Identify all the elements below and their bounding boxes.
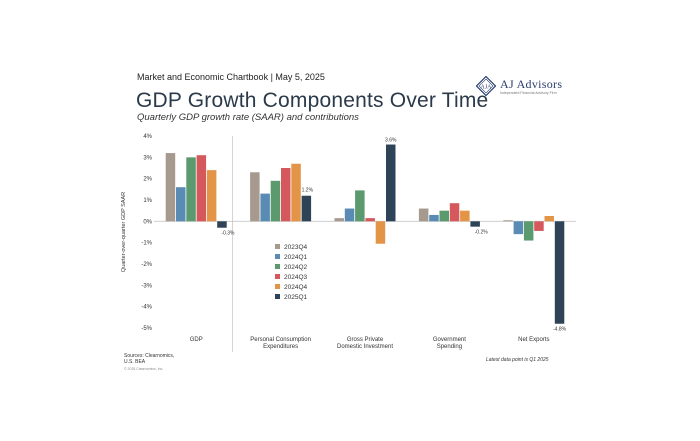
category-label: GDP (190, 337, 203, 343)
legend-label: 2024Q4 (284, 284, 308, 291)
y-tick-label: 3% (143, 155, 152, 161)
legend-swatch-2023q4 (275, 244, 280, 249)
bar-2024q2 (355, 190, 365, 222)
bar-2024q1 (513, 221, 524, 235)
bar-2023q4 (418, 208, 429, 222)
y-tick-label: 0% (143, 219, 152, 225)
y-tick-label: -3% (141, 283, 152, 289)
bar-2023q4 (250, 172, 260, 222)
bar-2024q4 (206, 170, 217, 222)
bar-2024q3 (281, 168, 291, 222)
bar-2024q3 (534, 221, 544, 231)
chartbook-subheader: Market and Economic Chartbook | May 5, 2… (137, 72, 325, 82)
legend-label: 2024Q3 (284, 274, 308, 281)
y-tick-label: 1% (143, 198, 152, 204)
bar-2024q2 (186, 157, 196, 222)
y-axis-label: Quarter-over-quarter GDP SAAR (121, 192, 127, 272)
legend-swatch-2024q1 (275, 254, 280, 259)
category-label: Gross Private Domestic Investment (337, 337, 393, 350)
bar-2024q2 (270, 180, 281, 222)
bar-2024q3 (449, 203, 460, 222)
diamond-monogram-icon: AJA (476, 76, 496, 96)
legend-label: 2024Q2 (284, 264, 308, 271)
bar-2024q1 (176, 187, 186, 222)
aj-advisors-logo: AJA AJ Advisors Independent Financial Ad… (476, 76, 576, 98)
y-tick-label: 2% (143, 177, 152, 183)
bar-2025q1 (554, 221, 565, 324)
category-label: Government Spending (433, 337, 466, 350)
legend-swatch-2024q4 (275, 284, 280, 289)
bar-2024q4 (460, 210, 470, 222)
y-tick-label: -4% (141, 305, 152, 311)
y-tick-label: -1% (141, 241, 152, 247)
bar-2025q1 (301, 195, 312, 222)
y-tick-label: 4% (143, 134, 152, 140)
data-label: -0.3% (221, 231, 235, 237)
bar-2024q2 (439, 210, 449, 222)
y-tick-label: -2% (141, 262, 152, 268)
legend-swatch-2025q1 (275, 294, 280, 299)
bar-2023q4 (165, 153, 176, 222)
legend-swatch-2024q2 (275, 264, 280, 269)
svg-text:AJA: AJA (480, 84, 492, 90)
bar-2024q1 (429, 214, 439, 222)
data-label: 3.6% (385, 138, 397, 144)
category-label: Personal Consumption Expenditures (250, 337, 311, 350)
copyright-note: © 2025 Clearnomics, Inc. (124, 367, 164, 371)
legend-swatch-2024q3 (275, 274, 280, 279)
bar-2023q4 (503, 220, 513, 222)
bar-2025q1 (386, 144, 396, 222)
legend-label: 2024Q1 (284, 254, 308, 261)
y-tick-label: -5% (141, 326, 152, 332)
latest-data-note: Latest data point is Q1 2025 (486, 357, 549, 363)
bar-2024q4 (375, 221, 386, 244)
bar-2024q1 (260, 193, 270, 222)
page-title: GDP Growth Components Over Time (136, 89, 489, 112)
bar-2024q1 (344, 208, 355, 222)
bar-2024q4 (291, 163, 301, 222)
source-note: Sources: Clearnomics, U.S. BEA (124, 353, 175, 365)
bar-2024q4 (544, 216, 554, 222)
bar-2023q4 (334, 218, 344, 222)
bar-2024q3 (365, 218, 375, 222)
bar-2024q2 (523, 221, 534, 241)
chart-subtitle: Quarterly GDP growth rate (SAAR) and con… (137, 112, 359, 123)
logo-tagline: Independent Financial Advisory Firm (500, 91, 557, 95)
data-label: 1.2% (302, 188, 314, 194)
logo-name: AJ Advisors (500, 77, 563, 91)
legend-label: 2025Q1 (284, 294, 308, 301)
bar-2024q3 (196, 155, 207, 222)
data-label: -0.2% (475, 230, 489, 236)
bar-2025q1 (217, 221, 227, 228)
legend-label: 2023Q4 (284, 244, 308, 251)
category-label: Net Exports (518, 337, 549, 343)
data-label: -4.8% (553, 327, 567, 333)
bar-2025q1 (470, 221, 480, 227)
